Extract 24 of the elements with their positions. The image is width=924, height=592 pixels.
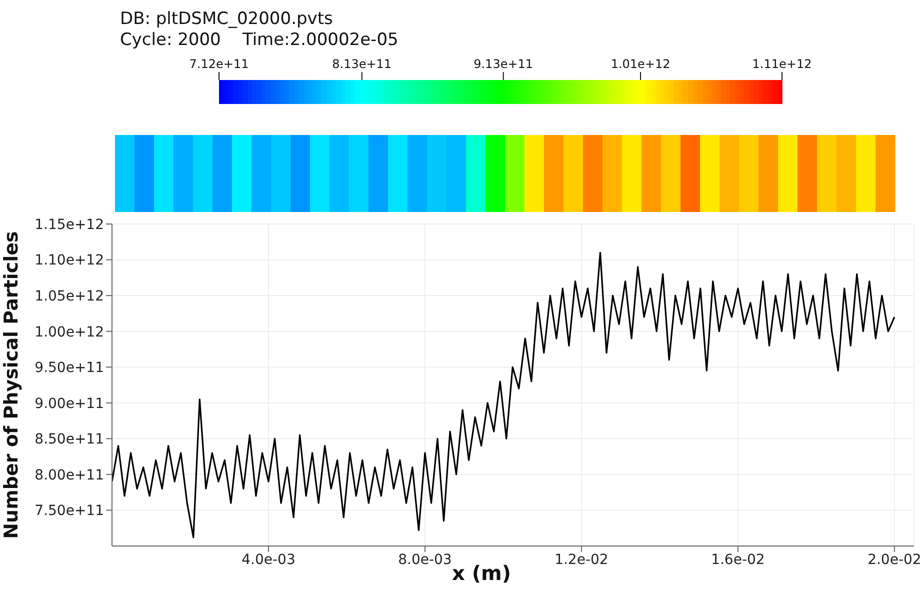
chart-subtitle: Cycle: 2000 Time:2.00002e-05 [120,30,398,50]
x-tick-label: 8.0e-03 [398,552,452,568]
x-axis-title: x (m) [452,561,511,585]
y-tick-label: 7.50e+11 [34,503,104,520]
color-bar-label: 1.01e+12 [610,57,670,71]
color-bar-label: 1.11e+12 [752,57,812,71]
chart-title: DB: pltDSMC_02000.pvts [120,9,333,29]
y-tick-label: 8.50e+11 [34,432,104,448]
y-tick-label: 1.00e+12 [34,324,104,340]
color-bar-label: 9.13e+11 [474,57,534,71]
y-tick-label: 9.50e+11 [34,360,104,376]
y-tick-label: 9.00e+11 [34,396,104,412]
x-tick-label: 2.0e-02 [868,552,922,568]
y-tick-label: 1.10e+12 [34,252,104,269]
x-tick-label: 1.2e-02 [554,552,608,568]
y-tick-label: 1.05e+12 [34,288,104,305]
line-series [112,252,896,538]
y-tick-label: 1.15e+12 [34,216,104,233]
y-axis-title: Number of Physical Particles [0,231,23,539]
x-tick-label: 1.6e-02 [711,552,765,568]
y-tick-label: 8.00e+11 [34,467,104,484]
color-bar-label: 7.12e+11 [189,57,249,71]
x-tick-label: 4.0e-03 [242,552,296,568]
color-bar-label: 8.13e+11 [332,57,392,71]
